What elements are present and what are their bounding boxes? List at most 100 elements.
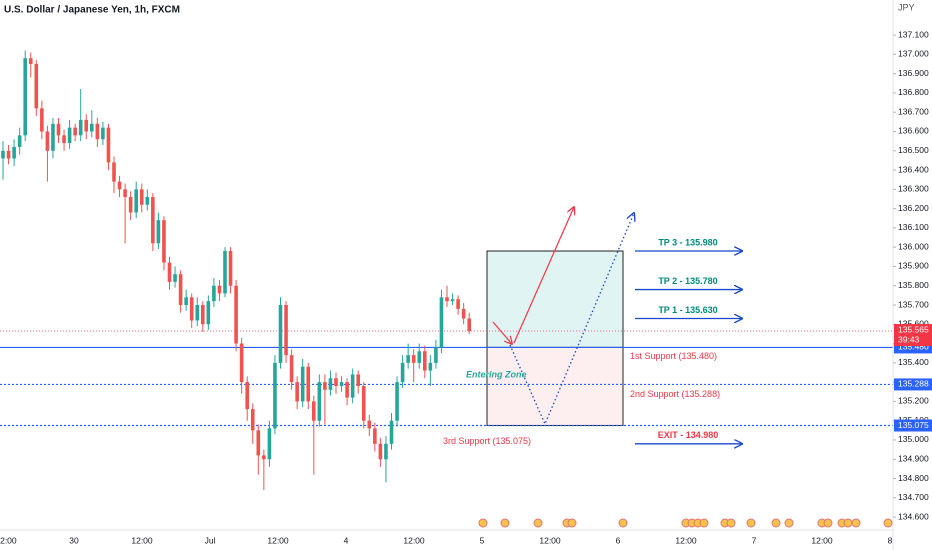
support-label: 1st Support (135.480): [630, 351, 717, 361]
candle-body: [278, 305, 283, 363]
candle-body: [223, 251, 227, 294]
candle-body: [195, 305, 200, 321]
candle-body: [367, 420, 372, 429]
candle-body: [312, 401, 316, 421]
x-tick-label: 30: [69, 535, 79, 545]
chart-title: U.S. Dollar / Japanese Yen, 1h, FXCM: [4, 5, 180, 16]
countdown-label: 39:43: [898, 334, 920, 344]
scenario-arrow: [509, 213, 634, 426]
currency-label: JPY: [898, 2, 915, 12]
candle-body: [184, 297, 188, 306]
candle-body: [228, 251, 233, 286]
candle-body: [423, 351, 427, 371]
candle-body: [189, 297, 194, 321]
candle-body: [400, 362, 405, 383]
candle-body: [28, 58, 33, 65]
y-tick-label: 135.200: [898, 396, 929, 406]
candle-body: [456, 299, 460, 309]
candle-body: [295, 382, 299, 402]
candle-body: [350, 374, 355, 398]
last-price-badge: [894, 324, 932, 347]
candle-body: [389, 420, 394, 444]
x-tick-label: 12:00: [675, 535, 697, 545]
exit-label: EXIT - 134.980: [658, 430, 719, 440]
candle-body: [234, 285, 238, 344]
candle-body: [339, 382, 344, 386]
candle-body: [317, 382, 322, 421]
candle-body: [289, 355, 294, 383]
candle-body: [78, 119, 83, 136]
y-tick-label: 136.000: [898, 241, 929, 251]
candle-body: [467, 318, 471, 332]
y-tick-label: 136.500: [898, 145, 929, 155]
candle-body: [45, 131, 50, 151]
candle-body: [323, 382, 327, 390]
y-tick-label: 135.400: [898, 357, 929, 367]
x-tick-label: 4: [344, 535, 349, 545]
candle-body: [173, 274, 177, 282]
candle-body: [84, 119, 89, 132]
target-label: TP 1 - 135.630: [658, 305, 717, 315]
candle-body: [95, 123, 100, 140]
y-tick-label: 136.300: [898, 184, 929, 194]
candle-body: [34, 64, 39, 109]
y-tick-label: 135.800: [898, 280, 929, 290]
x-tick-label: Jul: [205, 535, 216, 545]
y-tick-label: 136.700: [898, 106, 929, 116]
candle-body: [56, 123, 61, 136]
candle-body: [256, 430, 261, 456]
candle-body: [90, 123, 94, 132]
candle-body: [245, 382, 249, 410]
candle-body: [12, 146, 16, 159]
x-tick-label: 12:00: [811, 535, 833, 545]
candle-body: [395, 382, 399, 421]
x-tick-label: 12:00: [131, 535, 153, 545]
candle-body: [384, 443, 388, 460]
candle-body: [17, 135, 22, 147]
y-tick-label: 134.800: [898, 473, 929, 483]
candle-body: [373, 428, 377, 444]
candle-body: [139, 189, 144, 205]
candle-body: [162, 220, 166, 263]
x-tick-label: 12:00: [267, 535, 289, 545]
candle-body: [151, 197, 155, 244]
candle-body: [300, 366, 305, 402]
level-badge-label: 135.075: [898, 420, 929, 430]
target-zone: [486, 250, 624, 348]
candle-body: [306, 366, 311, 402]
candle-body: [128, 197, 133, 213]
candle-body: [239, 343, 244, 383]
candle-body: [461, 308, 466, 319]
x-tick-label: 12:00: [403, 535, 425, 545]
candle-body: [250, 409, 255, 431]
candle-body: [434, 347, 438, 363]
y-tick-label: 135.000: [898, 434, 929, 444]
target-label: TP 2 - 135.780: [658, 276, 717, 286]
y-tick-label: 136.100: [898, 222, 929, 232]
event-icons: [478, 518, 893, 528]
x-tick-label: 6: [616, 535, 621, 545]
candle-body: [378, 443, 383, 460]
candle-body: [356, 374, 360, 386]
y-tick-label: 137.000: [898, 49, 929, 59]
candle-body: [101, 127, 105, 140]
x-tick-label: 5: [480, 535, 485, 545]
candle-body: [167, 262, 172, 282]
candle-body: [117, 181, 122, 190]
level-badge-label: 135.288: [898, 379, 929, 389]
candle-body: [134, 189, 138, 213]
level-badge: [894, 419, 932, 432]
x-tick-label: 8: [888, 535, 893, 545]
price-axis: [893, 0, 932, 550]
scenario-arrow: [513, 207, 574, 344]
candle-body: [40, 108, 44, 132]
candle-body: [1, 150, 5, 159]
y-tick-label: 135.900: [898, 261, 929, 271]
candle-body: [328, 378, 333, 390]
candle-body: [262, 455, 266, 460]
candle-body: [439, 297, 444, 348]
x-tick-label: 12:00: [539, 535, 561, 545]
candle-body: [428, 362, 433, 371]
candle-body: [334, 378, 338, 386]
